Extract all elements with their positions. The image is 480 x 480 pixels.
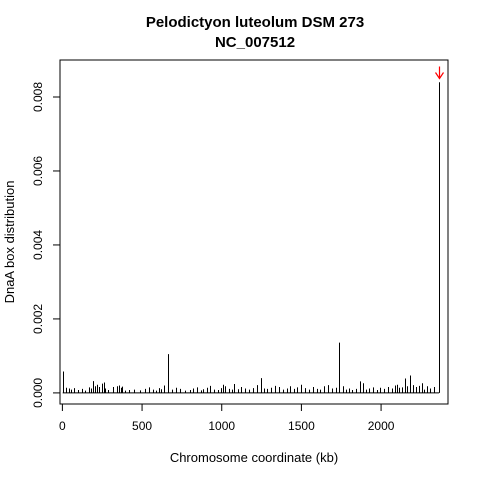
y-axis: 0.000 0.002 0.004 0.006 0.008 <box>31 82 61 408</box>
highlight-marker <box>435 66 444 80</box>
x-tick-label: 1500 <box>288 419 315 433</box>
x-tick-label: 500 <box>132 419 152 433</box>
y-tick-label: 0.004 <box>31 230 45 260</box>
y-axis-label: DnaA box distribution <box>2 181 17 304</box>
x-tick-label: 0 <box>59 419 66 433</box>
y-tick-label: 0.000 <box>31 378 45 408</box>
x-tick-label: 2000 <box>368 419 395 433</box>
chart-subtitle: NC_007512 <box>215 34 295 51</box>
down-arrow-icon <box>435 66 444 80</box>
x-tick-label: 1000 <box>208 419 235 433</box>
y-tick-label: 0.008 <box>31 82 45 112</box>
data-bars <box>62 82 440 394</box>
y-tick-label: 0.002 <box>31 304 45 334</box>
x-axis: 0 500 1000 1500 2000 <box>59 403 395 433</box>
x-axis-label: Chromosome coordinate (kb) <box>170 450 338 465</box>
plot-frame <box>59 59 449 405</box>
y-tick-label: 0.006 <box>31 156 45 186</box>
chart-title: Pelodictyon luteolum DSM 273 <box>146 14 364 31</box>
